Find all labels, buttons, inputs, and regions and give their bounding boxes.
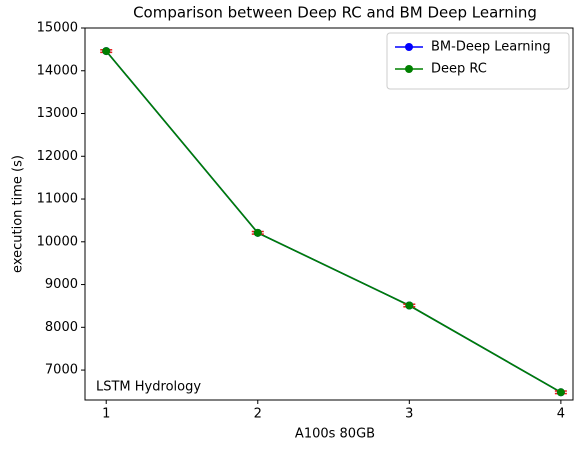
x-axis-label: A100s 80GB — [295, 427, 375, 442]
y-tick-label: 9000 — [45, 277, 78, 292]
y-tick-label: 10000 — [37, 234, 78, 249]
annotation: LSTM Hydrology — [96, 380, 201, 395]
legend-marker — [405, 65, 413, 73]
x-tick-label: 3 — [405, 407, 413, 422]
series-line — [105, 50, 562, 393]
y-tick-label: 7000 — [45, 363, 78, 378]
series-point — [102, 47, 111, 56]
x-tick-label: 4 — [557, 407, 565, 422]
legend-box — [386, 32, 570, 90]
series-point — [405, 301, 414, 310]
y-tick-label: 12000 — [37, 149, 78, 164]
legend-label: BM-Deep Learning — [431, 40, 551, 55]
y-axis-label: execution time (s) — [11, 155, 26, 273]
y-tick-label: 8000 — [45, 320, 78, 335]
y-tick-label: 11000 — [37, 192, 78, 207]
x-tick-label: 1 — [102, 407, 110, 422]
plot-frame — [84, 27, 574, 401]
series-point — [556, 388, 565, 397]
y-tick-label: 13000 — [37, 106, 78, 121]
chart-title: Comparison between Deep RC and BM Deep L… — [133, 4, 537, 22]
series-point — [253, 228, 262, 237]
y-tick-label: 14000 — [37, 63, 78, 78]
legend-label: Deep RC — [431, 62, 487, 77]
x-tick-label: 2 — [254, 407, 262, 422]
y-tick-label: 15000 — [37, 21, 78, 36]
series-line — [105, 50, 562, 393]
legend-marker — [405, 43, 413, 51]
